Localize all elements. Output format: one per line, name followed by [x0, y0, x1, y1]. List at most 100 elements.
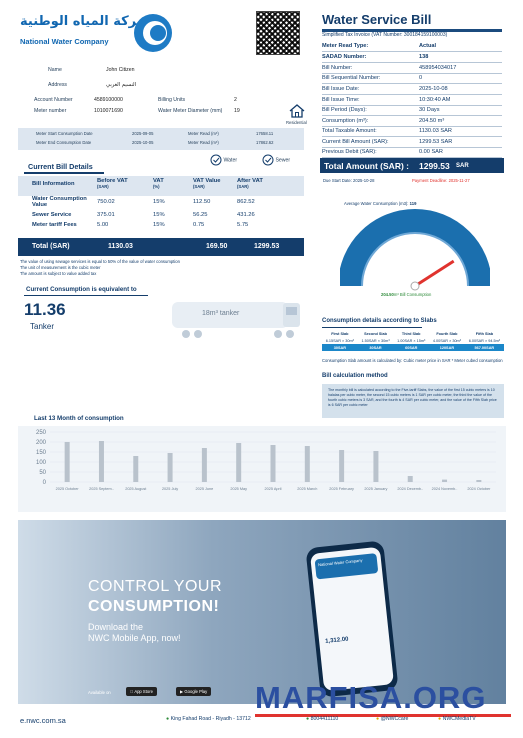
total-row-before: 1130.03: [108, 243, 133, 250]
google-play-button[interactable]: ▶ Google Play: [176, 687, 212, 696]
summary-row: Bill Number: 458954034017: [322, 65, 502, 71]
table-cell: 112.50: [193, 199, 211, 205]
billing-units-value: 2: [234, 97, 237, 103]
meter-end-label: Meter End Consumption Date: [36, 140, 92, 145]
table-row: Water Consumption Value 750.02 15% 112.50 86…: [18, 194, 304, 210]
y-tick-label: 200: [36, 440, 47, 446]
table-cell: Sewer Service: [32, 212, 72, 218]
meter-read-block: [18, 128, 304, 150]
summary-divider: [322, 61, 502, 63]
footer-site[interactable]: e.nwc.com.sa: [20, 716, 66, 725]
meter-end-date: 2025-10-05: [132, 140, 154, 145]
summary-row: Total Taxable Amount: 1130.03 SAR: [322, 128, 502, 134]
method-box: The monthly bill is calculated according…: [322, 384, 504, 418]
table-cell: 0.75: [193, 222, 205, 228]
table-cell: Meter tariff Fees: [32, 222, 77, 228]
slab-cell: 1.50SAR × 30m³: [357, 337, 394, 344]
table-cell: 862.52: [237, 199, 255, 205]
due-date: Due Start Date: 2025-10-28: [323, 178, 375, 183]
x-tick-label: 2025 June: [196, 487, 214, 491]
column-header: Bill Information: [32, 181, 75, 187]
y-tick-label: 100: [36, 460, 47, 466]
table-cell: 56.25: [193, 212, 208, 218]
summary-label: Previous Debit (SAR):: [322, 149, 377, 155]
x-tick-label: 2025 May: [230, 487, 247, 491]
sewer-check: Sewer: [262, 154, 290, 166]
table-cell: 15%: [153, 212, 165, 218]
phone-header: National Water Company: [314, 553, 379, 580]
table-cell: 375.01: [97, 212, 115, 218]
chart-bar: [167, 453, 173, 482]
slabs-table: First Slab Second Slab Third Slab Fourth Sl…: [322, 330, 504, 351]
summary-row: Bill Issue Date: 2025-10-08: [322, 86, 502, 92]
footer-twitter[interactable]: ● @NWCcare: [376, 716, 409, 722]
tax-invoice-subtitle: Simplified Tax Invoice (VAT Number: 3001…: [322, 32, 448, 38]
bill-table-header-bg: [18, 176, 304, 196]
summary-label: Bill Sequential Number:: [322, 75, 381, 81]
slab-cell: Fifth Slab: [464, 330, 504, 337]
banner-line1: CONTROL YOUR: [88, 578, 223, 595]
y-tick-label: 0: [43, 480, 47, 486]
table-cell: 5.00: [97, 222, 109, 228]
summary-row: Meter Read Type: Actual: [322, 43, 502, 49]
chart-svg: 250 200 150 100 50 0 2025 October 2025 Septem..…: [36, 430, 496, 491]
banner-line3: Download the: [88, 622, 144, 632]
slab-cell: Third Slab: [393, 330, 430, 337]
bill-notes: The value of using sewage services is eq…: [20, 259, 180, 276]
chart-bar: [373, 451, 379, 482]
play-icon: ▶: [180, 689, 184, 694]
summary-divider: [322, 115, 502, 116]
summary-label: Total Taxable Amount:: [322, 128, 377, 134]
footer-media[interactable]: ● NWCMediaTV: [438, 716, 476, 722]
table-row: Meter tariff Fees 5.00 15% 0.75 5.75: [18, 220, 304, 230]
slab-cell: 120SAR: [429, 344, 465, 351]
table-cell: Water Consumption Value: [32, 196, 87, 208]
x-tick-label: 2025 October: [56, 487, 80, 491]
available-on: Available on: [88, 690, 111, 695]
summary-label: Bill Number:: [322, 64, 353, 71]
slab-cell: 1.00SAR × 15m³: [393, 337, 430, 344]
check-circle-icon: [262, 154, 274, 166]
consumption-gauge: [338, 206, 492, 299]
app-store-button[interactable]:  App Store: [126, 687, 157, 696]
summary-row: Bill Sequential Number: 0: [322, 75, 502, 81]
check-circle-icon: [210, 154, 222, 166]
total-amount-box: Total Amount (SAR) : 1299.53 SAR: [320, 158, 504, 173]
bill-details-title: Current Bill Details: [28, 162, 93, 171]
page-title: Water Service Bill: [322, 12, 432, 27]
meter-number-value: 1010071690: [94, 108, 123, 114]
x-tick-label: 2024 October: [467, 487, 491, 491]
summary-divider: [322, 83, 502, 84]
meter-read-label-1: Meter Read (m³): [188, 131, 219, 136]
summary-label: SADAD Number:: [322, 53, 367, 60]
chart-bar: [201, 448, 207, 482]
column-header: VAT (%): [153, 178, 164, 189]
phone-screen: National Water Company 1,312.00: [309, 546, 395, 692]
footer-phone[interactable]: ● 8004411110: [306, 716, 339, 722]
phone-mockup: National Water Company 1,312.00: [305, 540, 399, 698]
summary-value: 1130.03 SAR: [419, 128, 452, 134]
bill-table: Bill Information Before VAT (SAR) VAT (%) …: [18, 176, 304, 230]
table-row: Sewer Service 375.01 15% 56.25 431.26: [18, 210, 304, 220]
logo-icon: [133, 13, 173, 53]
column-header: After VAT (SAR): [237, 178, 263, 189]
summary-value: 0: [419, 75, 423, 81]
account-label: Account Number: [34, 97, 73, 103]
slab-row: 30SAR 30SAR 60SAR 120SAR 567.00SAR: [322, 344, 504, 351]
bill-details-underline: [24, 172, 104, 174]
total-row-label: Total (SAR): [32, 243, 70, 250]
tanker-underline: [24, 295, 148, 296]
summary-row: Bill Period (Days): 30 Days: [322, 107, 502, 113]
summary-label: Consumption (m³):: [322, 117, 369, 124]
chart-bar: [442, 479, 448, 482]
summary-value: 204.50 m³: [419, 117, 445, 124]
home-icon: [288, 103, 306, 124]
summary-row: SADAD Number: 138: [322, 54, 502, 60]
phone-icon: ●: [306, 716, 310, 722]
x-tick-label: 2025 January: [364, 487, 387, 491]
app-banner: CONTROL YOUR CONSUMPTION! Download the N…: [18, 520, 506, 704]
x-tick-label: 2025 March: [297, 487, 317, 491]
slab-cell: 60SAR: [393, 344, 430, 351]
truck-cab-icon: [282, 300, 302, 335]
banner-line4: NWC Mobile App, now!: [88, 633, 181, 643]
